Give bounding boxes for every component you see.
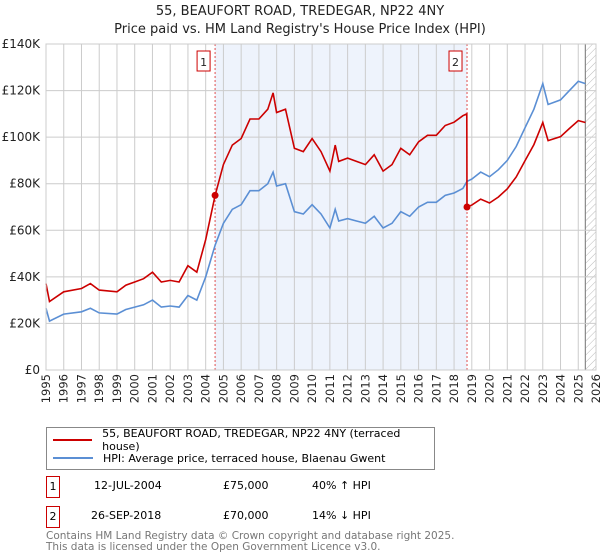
footer-licence: This data is licensed under the Open Gov… [46, 541, 381, 553]
x-tick-label: 2023 [536, 374, 550, 403]
marker-badge: 2 [46, 506, 60, 528]
legend: 55, BEAUFORT ROAD, TREDEGAR, NP22 4NY (t… [46, 427, 435, 470]
forecast-hatch [585, 44, 596, 370]
y-tick-label: £140K [2, 37, 42, 51]
sale-point [211, 191, 219, 199]
legend-label-hpi: HPI: Average price, terraced house, Blae… [103, 451, 386, 465]
x-tick-label: 2020 [483, 374, 497, 403]
x-tick-label: 2021 [500, 374, 514, 403]
footer-copyright: Contains HM Land Registry data © Crown c… [46, 530, 455, 542]
x-tick-label: 2012 [341, 374, 355, 403]
y-tick-label: £120K [2, 84, 42, 98]
transaction-row: 2 26-SEP-2018 £70,000 14% ↓ HPI [46, 506, 546, 528]
marker-badge: 1 [46, 476, 60, 498]
footer: Contains HM Land Registry data © Crown c… [46, 531, 454, 553]
legend-item-hpi: HPI: Average price, terraced house, Blae… [53, 450, 385, 466]
marker-label-box [196, 50, 211, 72]
marker-label: 1 [200, 56, 207, 69]
x-tick-label: 2010 [305, 374, 319, 403]
hpi-line [45, 80, 586, 323]
x-tick-label: 2015 [394, 374, 408, 403]
chart-title: 55, BEAUFORT ROAD, TREDEGAR, NP22 4NY [155, 4, 445, 19]
y-tick-label: £100K [2, 130, 42, 144]
x-tick-label: 2017 [429, 374, 443, 403]
property-price-line [45, 92, 586, 303]
x-tick-label: 2016 [412, 374, 426, 403]
x-tick-label: 2005 [216, 374, 230, 403]
x-tick-label: 1996 [57, 374, 71, 403]
y-tick-label: £20K [9, 316, 41, 330]
transaction-date: 12-JUL-2004 [94, 479, 162, 492]
price-chart: £0 £20K £40K £60K £80K £100K £120K £140K 1995 199… [2, 37, 600, 403]
transaction-price: £75,000 [223, 479, 269, 492]
x-tick-label: 2007 [252, 374, 266, 403]
x-tick-label: 2014 [376, 374, 390, 403]
x-tick-label: 2013 [358, 374, 372, 403]
x-tick-label: 2011 [323, 374, 337, 403]
marker-label-box [448, 50, 463, 72]
x-tick-label: 2018 [447, 374, 461, 403]
x-tick-label: 1995 [39, 374, 53, 403]
blue-line-swatch [53, 457, 93, 459]
x-tick-label: 2001 [145, 374, 159, 403]
x-tick-label: 1997 [74, 374, 88, 403]
transaction-hpi: 40% ↑ HPI [312, 479, 371, 492]
y-tick-label: £60K [9, 223, 41, 237]
sale-point [463, 203, 471, 211]
x-tick-label: 2019 [465, 374, 479, 403]
x-tick-label: 2022 [518, 374, 532, 403]
transaction-price: £70,000 [223, 509, 269, 522]
x-tick-label: 2024 [554, 374, 568, 403]
x-tick-label: 2000 [128, 374, 142, 403]
y-tick-label: £80K [9, 177, 41, 191]
transaction-row: 1 12-JUL-2004 £75,000 40% ↑ HPI [46, 476, 546, 498]
marker-label: 2 [452, 56, 459, 69]
x-tick-label: 2003 [181, 374, 195, 403]
chart-subtitle: Price paid vs. HM Land Registry's House … [114, 22, 486, 37]
x-tick-label: 1999 [110, 374, 124, 403]
red-line-swatch [53, 439, 93, 441]
transaction-date: 26-SEP-2018 [91, 509, 162, 522]
x-tick-label: 2025 [571, 374, 585, 403]
x-tick-label: 2026 [589, 374, 600, 403]
x-tick-label: 2002 [163, 374, 177, 403]
x-tick-label: 2009 [287, 374, 301, 403]
plot-frame [45, 43, 597, 371]
transaction-hpi: 14% ↓ HPI [312, 509, 371, 522]
x-tick-label: 2004 [199, 374, 213, 403]
y-tick-label: £40K [9, 270, 41, 284]
legend-label-property: 55, BEAUFORT ROAD, TREDEGAR, NP22 4NY (t… [102, 427, 401, 453]
y-tick-label: £0 [25, 363, 40, 377]
x-tick-label: 2008 [270, 374, 284, 403]
shaded-period [215, 44, 468, 370]
legend-item-property: 55, BEAUFORT ROAD, TREDEGAR, NP22 4NY (t… [53, 427, 434, 453]
x-tick-label: 1998 [92, 374, 106, 403]
x-tick-label: 2006 [234, 374, 248, 403]
